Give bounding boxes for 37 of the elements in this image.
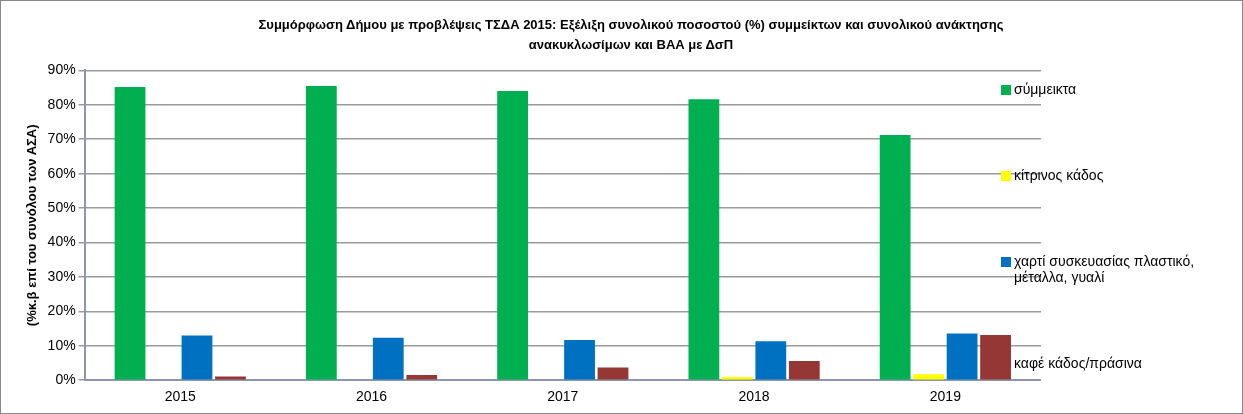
bar xyxy=(946,333,978,380)
bar xyxy=(597,367,629,380)
y-tick-label: 70% xyxy=(47,130,76,147)
bar xyxy=(688,99,720,380)
y-tick-label: 0% xyxy=(55,371,76,388)
y-tick-label: 80% xyxy=(47,95,76,112)
y-tick-label: 90% xyxy=(47,61,76,78)
x-tick-label: 2018 xyxy=(738,388,770,405)
y-tick-label: 30% xyxy=(47,267,76,284)
y-tick-label: 20% xyxy=(47,302,76,319)
bar xyxy=(215,376,246,380)
bar xyxy=(305,85,337,380)
x-tick-label: 2016 xyxy=(355,388,388,405)
y-tick-label: 50% xyxy=(47,198,76,215)
bar xyxy=(181,335,213,380)
bar xyxy=(564,339,595,380)
x-tick-label: 2015 xyxy=(164,388,197,405)
bar xyxy=(114,86,146,380)
y-tick-label: 60% xyxy=(47,164,76,181)
legend-label: σύμμεικτα xyxy=(1014,81,1077,97)
legend-label: καφέ κάδος/πράσινα xyxy=(1014,355,1142,371)
bar xyxy=(406,375,438,380)
bar xyxy=(980,335,1011,380)
y-tick-label: 10% xyxy=(47,336,76,353)
bar xyxy=(372,337,404,380)
bar xyxy=(788,360,820,380)
bar xyxy=(879,135,911,380)
y-tick-label: 40% xyxy=(47,233,76,250)
legend-label: κίτρινος κάδος xyxy=(1014,167,1104,183)
chart-title: Συμμόρφωση Δήμου με προβλέψεις ΤΣΔΑ 2015: Εξέλιξη συνολικού ποσοστού (%) συμμείκτων και συνολικού ανάκτησης ανακυκλωσίμων και ΒΑΑ με ΔσΠ xyxy=(257,16,1005,54)
bar xyxy=(497,91,528,380)
x-tick-label: 2019 xyxy=(929,388,962,405)
bar xyxy=(755,341,787,380)
legend-label: χαρτί συσκευασίας πλαστικό, μέταλλα, γυαλί xyxy=(1014,253,1196,285)
bar xyxy=(913,374,945,380)
y-axis-title: (%κ.β επί του συνόλου των ΑΣΑ) xyxy=(24,124,40,327)
x-tick-label: 2017 xyxy=(547,388,579,405)
